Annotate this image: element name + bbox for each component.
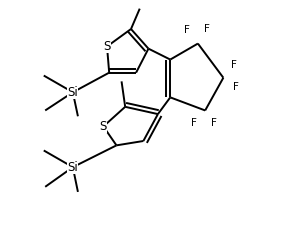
Text: F: F — [233, 82, 239, 92]
Text: F: F — [191, 118, 197, 128]
Text: Si: Si — [67, 86, 78, 99]
Text: F: F — [231, 60, 237, 70]
Text: F: F — [204, 24, 210, 34]
Text: F: F — [184, 26, 190, 36]
Text: S: S — [103, 40, 111, 53]
Text: Si: Si — [67, 161, 78, 174]
Text: F: F — [211, 118, 217, 128]
Text: S: S — [100, 120, 107, 133]
